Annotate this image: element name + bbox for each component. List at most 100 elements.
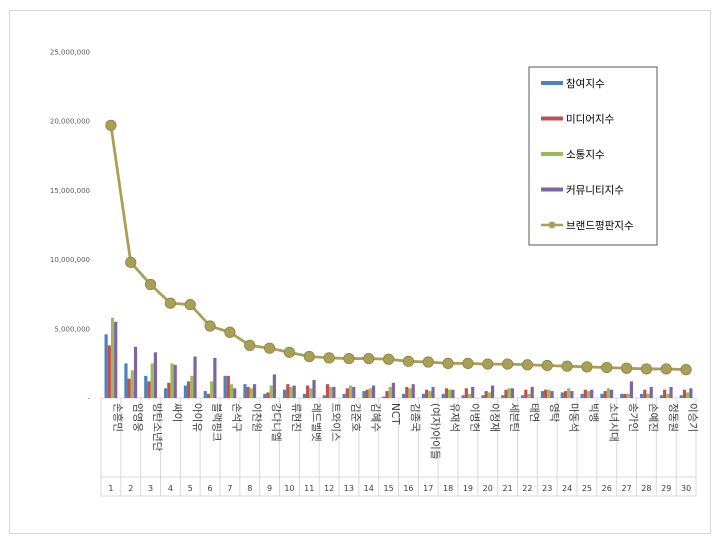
line-point — [482, 358, 494, 370]
bar-1 — [461, 395, 465, 398]
bar-3 — [130, 370, 134, 398]
bar-2 — [226, 375, 230, 398]
bar-1 — [223, 375, 227, 398]
bar-3 — [626, 393, 630, 398]
bar-2 — [444, 388, 449, 398]
bar-2 — [206, 393, 211, 398]
category-label: 김종국 — [409, 403, 421, 432]
rank-number: 21 — [502, 484, 512, 493]
category-label: 마동석 — [568, 403, 580, 432]
bar-3 — [686, 392, 690, 398]
line-point — [442, 357, 454, 369]
bar-3 — [567, 388, 571, 398]
category-label: 강다니엘 — [270, 403, 283, 442]
line-point — [620, 362, 633, 374]
bar-1 — [263, 393, 267, 398]
bar-1 — [243, 384, 247, 398]
bar-2 — [563, 391, 568, 398]
line-point — [422, 356, 434, 368]
bar-3 — [507, 388, 511, 398]
bar-1 — [183, 385, 188, 398]
bar-3 — [388, 386, 392, 398]
rank-number: 18 — [443, 484, 453, 493]
bar-4 — [213, 357, 217, 398]
legend-swatch — [541, 187, 563, 192]
bar-1 — [322, 395, 326, 398]
line-point — [601, 361, 613, 374]
bar-1 — [600, 393, 604, 398]
bar-4 — [173, 364, 177, 398]
bar-2 — [464, 388, 468, 398]
line-point — [283, 346, 296, 358]
bar-4 — [411, 384, 415, 398]
bar-4 — [193, 356, 197, 398]
category-label: 류현진 — [290, 403, 302, 432]
bar-1 — [144, 375, 148, 398]
rank-number: 23 — [542, 484, 552, 493]
rank-number: 27 — [621, 484, 631, 493]
rank-number: 22 — [522, 484, 532, 493]
bar-2 — [167, 382, 171, 398]
bar-3 — [448, 389, 452, 398]
line-point — [244, 339, 256, 352]
bar-1 — [283, 389, 287, 398]
category-label: 손흥민 — [111, 403, 124, 432]
bar-2 — [603, 391, 607, 398]
bar-4 — [550, 391, 554, 398]
bar-1 — [441, 393, 445, 398]
bar-2 — [643, 389, 647, 398]
y-tick-label: - — [87, 395, 90, 403]
category-label: 이정재 — [488, 403, 500, 432]
category-label: 이병헌 — [468, 403, 480, 432]
bar-4 — [629, 381, 633, 398]
bar-3 — [289, 386, 293, 398]
line-point — [164, 297, 177, 309]
bar-4 — [689, 388, 693, 398]
legend-swatch — [541, 116, 563, 121]
bar-2 — [663, 389, 667, 398]
category-label: 이찬원 — [250, 403, 262, 432]
rank-number: 11 — [304, 484, 314, 493]
bar-2 — [484, 391, 488, 398]
rank-number: 17 — [423, 484, 433, 493]
bar-2 — [365, 389, 369, 398]
bar-2 — [147, 381, 151, 398]
rank-number: 10 — [284, 484, 294, 493]
bar-1 — [421, 393, 426, 398]
bar-1 — [402, 393, 406, 398]
line-point — [263, 342, 276, 354]
bar-2 — [266, 392, 270, 398]
line-point — [462, 357, 474, 369]
bar-2 — [286, 384, 290, 398]
bar-1 — [302, 393, 307, 398]
bar-3 — [150, 363, 154, 398]
bar-2 — [425, 389, 429, 398]
line-point — [363, 352, 375, 365]
bar-3 — [309, 388, 313, 398]
bar-1 — [521, 395, 525, 398]
rank-number: 12 — [324, 484, 334, 493]
bar-1 — [164, 388, 168, 398]
category-label: 이승기 — [687, 403, 699, 432]
rank-number: 1 — [108, 484, 113, 493]
bar-2 — [682, 389, 687, 398]
rank-number: 7 — [227, 484, 232, 493]
bar-4 — [471, 386, 475, 398]
bar-4 — [669, 386, 673, 398]
bar-4 — [233, 388, 237, 398]
bar-3 — [606, 388, 610, 398]
line-point — [680, 364, 692, 376]
bar-1 — [659, 395, 664, 398]
rank-number: 6 — [208, 484, 213, 493]
bar-4 — [292, 385, 296, 398]
category-label: 김혜수 — [369, 403, 381, 432]
bar-2 — [524, 389, 528, 398]
rank-number: 14 — [364, 484, 374, 493]
bar-2 — [504, 389, 508, 398]
rank-number: 24 — [562, 484, 572, 493]
chart-frame: - 5,000,000 10,000,000 15,000,000 20,000,000… — [9, 10, 711, 534]
bar-4 — [649, 386, 653, 398]
y-tick-label: 5,000,000 — [54, 325, 90, 333]
bar-3 — [210, 381, 214, 398]
bar-3 — [408, 388, 412, 398]
